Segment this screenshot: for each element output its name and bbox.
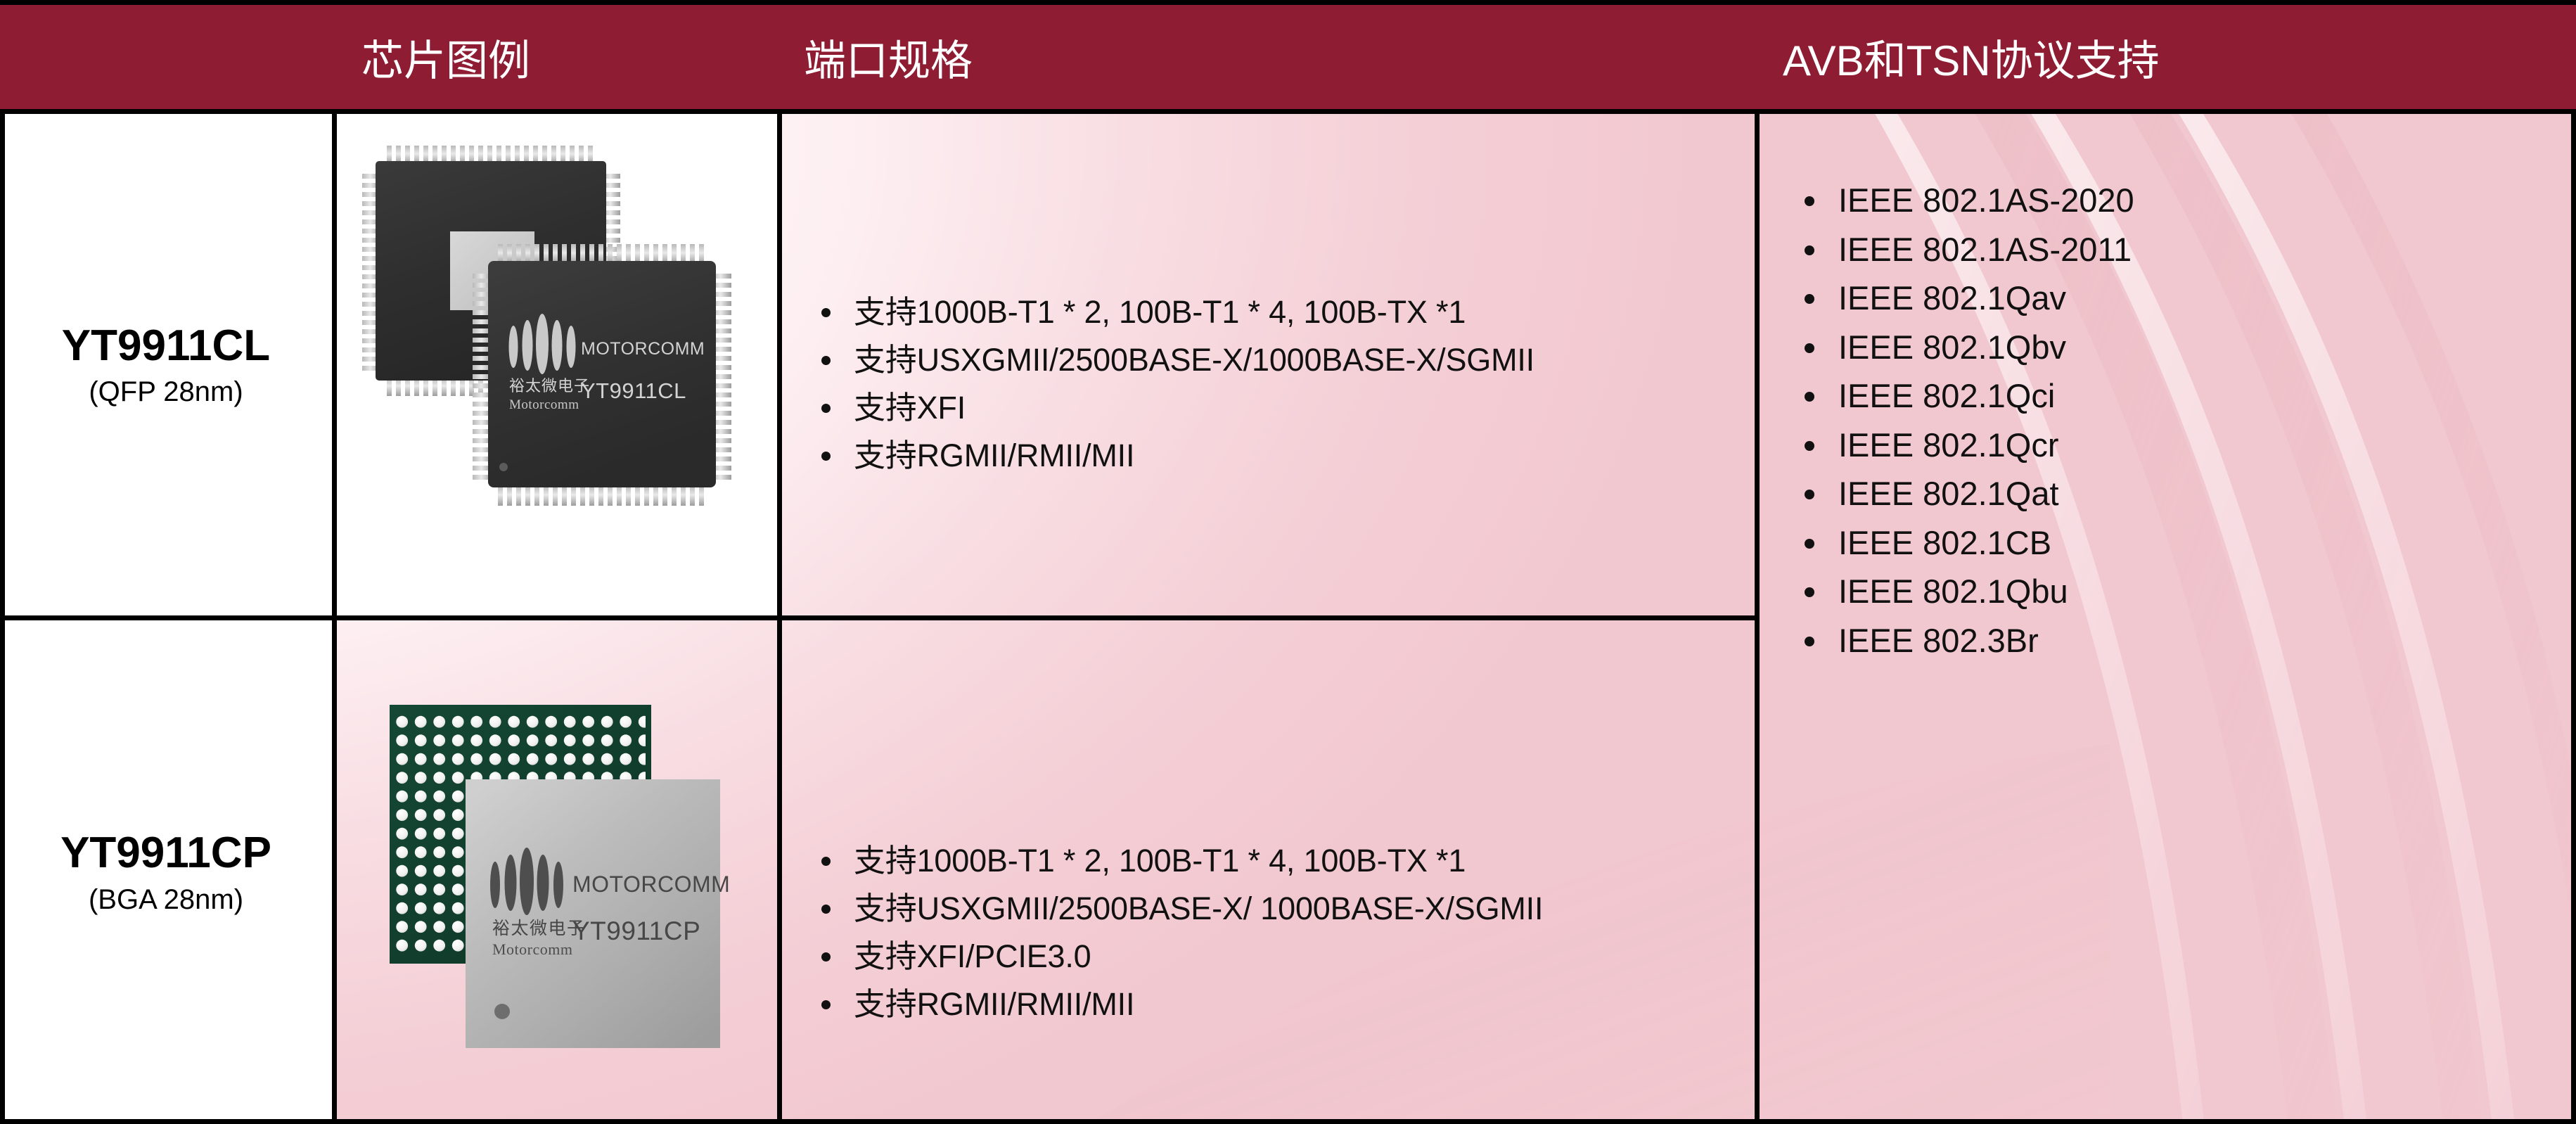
- protocol-item: IEEE 802.3Br: [1795, 616, 2540, 665]
- svg-text:MOTORCOMM: MOTORCOMM: [581, 339, 705, 359]
- port-spec-item: 支持XFI: [816, 385, 1744, 430]
- table-header-cell-chip-image: 芯片图例: [332, 5, 777, 109]
- product-name-yt9911cl: YT9911CL: [61, 321, 271, 370]
- port-spec-item: 支持1000B-T1 * 2, 100B-T1 * 4, 100B-TX *1: [816, 290, 1744, 335]
- table-row-2-chip-image: MOTORCOMM 裕太微电子 Motorcomm YT9911CP: [337, 620, 777, 1119]
- table-body: YT9911CL (QFP 28nm): [0, 114, 2576, 1124]
- protocol-item: IEEE 802.1Qcr: [1795, 421, 2540, 470]
- chip-illustration-bga: MOTORCOMM 裕太微电子 Motorcomm YT9911CP: [390, 705, 730, 1048]
- motorcomm-leaf-logo-icon: [490, 848, 563, 915]
- table-column-divider-3: [1755, 114, 1760, 1119]
- table-header-cell-port-spec: 端口规格: [777, 5, 1755, 109]
- protocol-item: IEEE 802.1Qbv: [1795, 323, 2540, 372]
- protocol-item: IEEE 802.1Qci: [1795, 371, 2540, 421]
- table-column-divider-1: [332, 114, 337, 1119]
- protocol-item: IEEE 802.1AS-2011: [1795, 225, 2540, 274]
- protocol-item: IEEE 802.1Qbu: [1795, 567, 2540, 616]
- port-spec-item: 支持USXGMII/2500BASE-X/1000BASE-X/SGMII: [816, 338, 1744, 383]
- protocol-item: IEEE 802.1Qat: [1795, 469, 2540, 518]
- table-row-divider: [0, 615, 1755, 620]
- svg-text:裕太微电子: 裕太微电子: [492, 918, 586, 938]
- port-spec-item: 支持RGMII/RMII/MII: [816, 433, 1744, 478]
- table-header-label-port-spec: 端口规格: [804, 37, 973, 84]
- chip-front-package: MOTORCOMM 裕太微电子 Motorcomm YT9911CL: [473, 243, 731, 506]
- port-spec-item: 支持1000B-T1 * 2, 100B-T1 * 4, 100B-TX *1: [816, 838, 1744, 883]
- protocol-item: IEEE 802.1AS-2020: [1795, 176, 2540, 225]
- protocol-item: IEEE 802.1Qav: [1795, 274, 2540, 323]
- svg-text:YT9911CL: YT9911CL: [581, 378, 686, 403]
- port-spec-list-row2: 支持1000B-T1 * 2, 100B-T1 * 4, 100B-TX *1 …: [816, 838, 1744, 1030]
- product-package-yt9911cp: (BGA 28nm): [88, 883, 244, 915]
- port-spec-item: 支持XFI/PCIE3.0: [816, 934, 1744, 979]
- table-header-label-avb-tsn: AVB和TSN协议支持: [1783, 37, 2160, 84]
- svg-text:Motorcomm: Motorcomm: [492, 940, 573, 958]
- port-spec-item: 支持RGMII/RMII/MII: [816, 982, 1744, 1027]
- port-spec-item: 支持USXGMII/2500BASE-X/ 1000BASE-X/SGMII: [816, 886, 1744, 931]
- svg-text:Motorcomm: Motorcomm: [509, 397, 579, 412]
- chip-illustration-qfp: MOTORCOMM 裕太微电子 Motorcomm YT9911CL: [362, 145, 731, 506]
- table-border-right: [2571, 114, 2576, 1119]
- port-spec-list-row1: 支持1000B-T1 * 2, 100B-T1 * 4, 100B-TX *1 …: [816, 290, 1744, 481]
- row1-name-cell-bg: [5, 114, 332, 615]
- avb-tsn-protocol-cell: IEEE 802.1AS-2020 IEEE 802.1AS-2011 IEEE…: [1760, 114, 2571, 1119]
- table-row-1-product-name: YT9911CL (QFP 28nm): [0, 114, 332, 615]
- table-header-row: 芯片图例 端口规格 AVB和TSN协议支持: [0, 0, 2576, 114]
- background-swoosh-decoration: [0, 114, 2576, 1119]
- table-column-divider-2: [777, 114, 782, 1119]
- table-header-label-chip-image: 芯片图例: [361, 37, 530, 84]
- bga-lid: MOTORCOMM 裕太微电子 Motorcomm YT9911CP: [466, 779, 730, 1048]
- product-name-yt9911cp: YT9911CP: [60, 829, 271, 878]
- motorcomm-leaf-logo-icon: [508, 313, 576, 374]
- svg-text:MOTORCOMM: MOTORCOMM: [572, 871, 730, 897]
- table-header-cell-avb-tsn: AVB和TSN协议支持: [1755, 5, 2576, 109]
- svg-text:裕太微电子: 裕太微电子: [509, 378, 590, 395]
- table-row-1-chip-image: MOTORCOMM 裕太微电子 Motorcomm YT9911CL: [337, 114, 777, 615]
- table-border-left: [0, 114, 5, 1119]
- avb-tsn-protocol-list: IEEE 802.1AS-2020 IEEE 802.1AS-2011 IEEE…: [1795, 176, 2540, 665]
- table-header-cell-blank: [0, 5, 332, 109]
- row2-name-cell-bg: [5, 620, 332, 1119]
- product-package-yt9911cl: (QFP 28nm): [89, 376, 243, 408]
- protocol-item: IEEE 802.1CB: [1795, 518, 2540, 568]
- svg-text:YT9911CP: YT9911CP: [572, 917, 700, 945]
- table-row-2-product-name: YT9911CP (BGA 28nm): [0, 620, 332, 1119]
